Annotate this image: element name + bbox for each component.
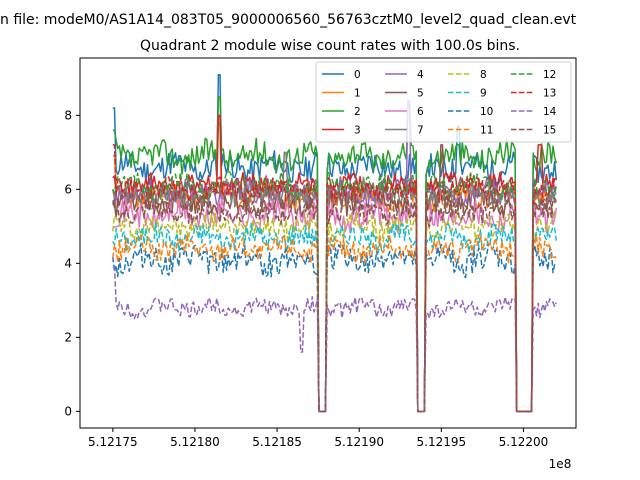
- legend-frame: [315, 61, 572, 143]
- x-offset-label: 1e8: [549, 457, 572, 471]
- legend-label-15: 15: [543, 125, 556, 137]
- x-tick-label: 5.12185: [252, 435, 302, 449]
- x-axis: 5.12175 5.12180 5.12185 5.12190 5.12195 5.122…: [88, 428, 548, 449]
- legend-label-5: 5: [417, 88, 424, 100]
- legend-label-12: 12: [543, 69, 556, 81]
- legend-label-9: 9: [480, 88, 487, 100]
- series-line-11: [112, 233, 557, 413]
- legend-label-0: 0: [354, 69, 361, 81]
- legend-label-11: 11: [480, 125, 493, 137]
- series-line-8: [112, 210, 557, 413]
- series-line-15: [112, 195, 557, 413]
- legend-label-2: 2: [354, 106, 361, 118]
- y-tick-label: 8: [64, 108, 72, 122]
- x-tick-label: 5.12175: [88, 435, 138, 449]
- chart-title: Quadrant 2 module wise count rates with …: [140, 38, 520, 54]
- legend-label-6: 6: [417, 106, 424, 118]
- y-tick-label: 2: [64, 330, 72, 344]
- plot-frame: [79, 57, 577, 429]
- x-tick-label: 5.12190: [334, 435, 384, 449]
- series-line-10: [112, 242, 557, 413]
- legend-label-4: 4: [417, 69, 424, 81]
- axes-layer: [79, 57, 577, 429]
- y-tick-label: 0: [64, 404, 72, 418]
- legend-label-14: 14: [543, 106, 557, 118]
- legend-label-8: 8: [480, 69, 487, 81]
- legend-label-13: 13: [543, 88, 556, 100]
- legend-label-10: 10: [480, 106, 493, 118]
- y-tick-label: 4: [64, 256, 72, 270]
- x-tick-label: 5.12200: [499, 435, 549, 449]
- series-line-14: [112, 266, 557, 413]
- legend-label-1: 1: [354, 88, 361, 100]
- x-tick-label: 5.12180: [170, 435, 220, 449]
- figure-suptitle: n file: modeM0/AS1A14_083T05_9000006560_…: [0, 12, 577, 28]
- series-line-2: [112, 96, 558, 413]
- series-line-13: [112, 144, 557, 413]
- y-axis: 0 2 4 6 8: [64, 108, 80, 418]
- x-tick-label: 5.12195: [417, 435, 467, 449]
- legend-label-3: 3: [354, 125, 361, 137]
- y-tick-label: 6: [64, 182, 72, 196]
- series-layer: [112, 73, 558, 413]
- legend-label-7: 7: [417, 125, 424, 137]
